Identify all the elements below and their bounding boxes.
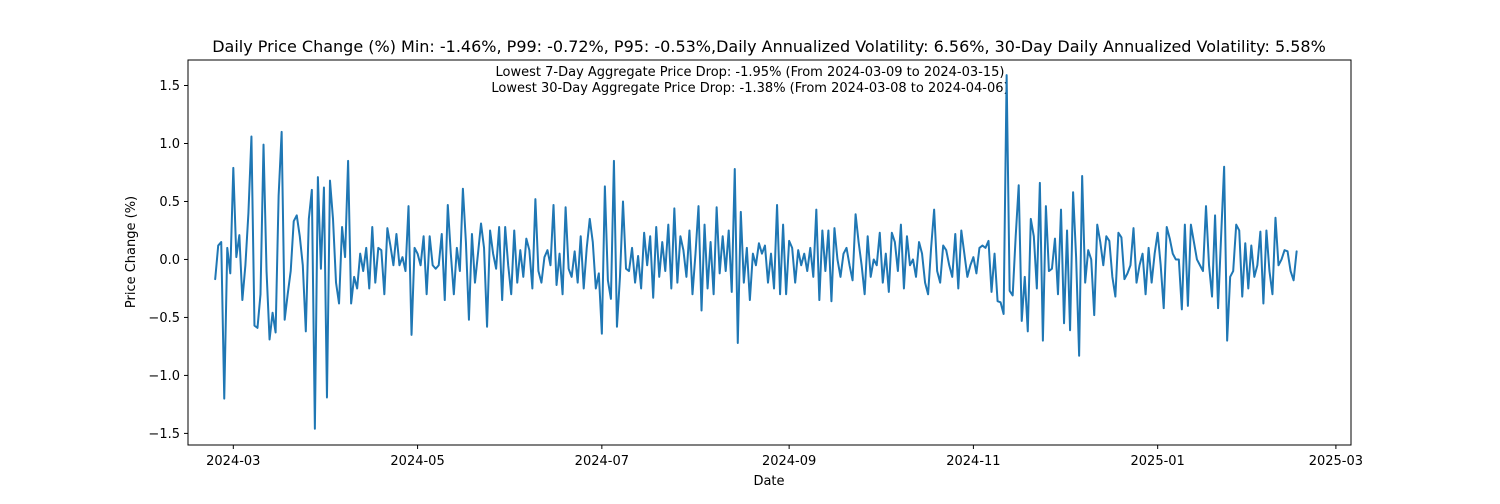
x-tick-label: 2025-01: [1131, 454, 1185, 469]
chart-title: Daily Price Change (%) Min: -1.46%, P99:…: [212, 37, 1326, 56]
y-tick-label: 0.5: [159, 195, 180, 210]
x-tick-label: 2024-07: [575, 454, 629, 469]
x-tick-label: 2024-09: [762, 454, 816, 469]
y-tick-label: −1.5: [148, 427, 180, 442]
y-tick-label: 0.0: [159, 253, 180, 268]
y-tick-label: 1.0: [159, 137, 180, 152]
x-axis-label: Date: [753, 474, 784, 489]
annotation-7-day-drop: Lowest 7-Day Aggregate Price Drop: -1.95…: [496, 65, 1005, 80]
x-tick-label: 2024-11: [946, 454, 1000, 469]
y-tick-label: −0.5: [148, 311, 180, 326]
price-change-line: [214, 74, 1298, 430]
x-tick-label: 2025-03: [1309, 454, 1363, 469]
series-layer: [214, 74, 1298, 430]
x-tick-label: 2024-05: [390, 454, 444, 469]
plot-area-frame: [187, 59, 1352, 446]
y-axis-label: Price Change (%): [124, 196, 139, 308]
x-axis-ticks: 2024-03 2024-05 2024-07 2024-09 2024-11 2025-…: [206, 445, 1363, 469]
annotation-30-day-drop: Lowest 30-Day Aggregate Price Drop: -1.3…: [491, 81, 1008, 96]
x-tick-label: 2024-03: [206, 454, 260, 469]
y-axis-ticks: −1.5 −1.0 −0.5 0.0 0.5 1.0 1.5: [148, 79, 188, 442]
y-tick-label: −1.0: [148, 369, 180, 384]
y-tick-label: 1.5: [159, 79, 180, 94]
